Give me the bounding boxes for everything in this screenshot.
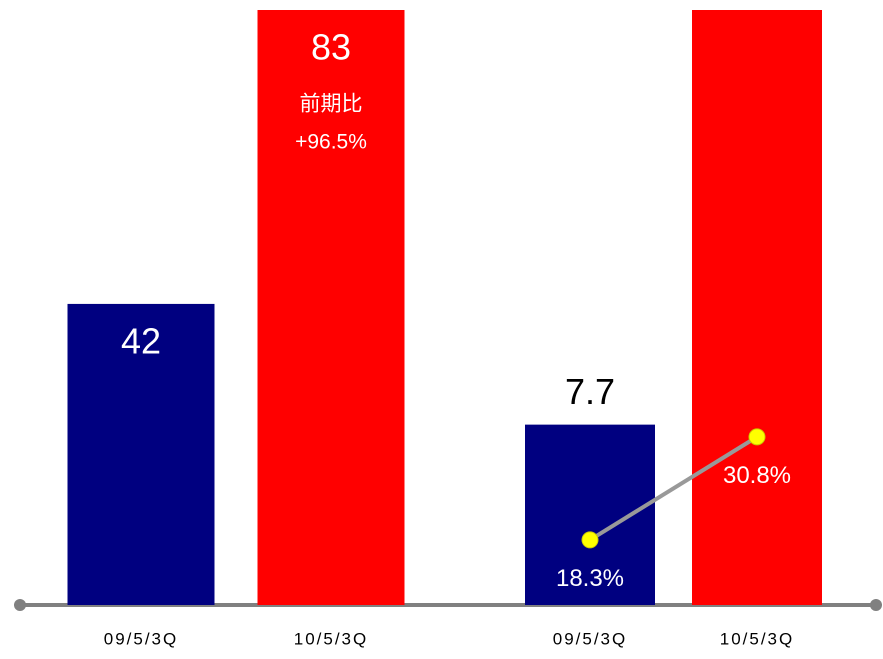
bar [692,10,822,605]
annotation: +96.5% [295,131,367,154]
x-tick-label: 10/5/3Q [294,629,369,648]
line-marker [748,428,766,446]
x-tick-label: 09/5/3Q [553,629,628,648]
annotation: 前期比 [300,93,363,116]
line-value-label: 30.8% [723,462,791,489]
line-value-label: 18.3% [556,565,624,592]
bar [257,10,405,605]
line [588,435,759,542]
x-tick-label: 10/5/3Q [720,629,795,648]
value-label: 7.7 [565,371,615,412]
line-marker [581,531,599,549]
bar [67,303,215,605]
value-label: 83 [311,27,351,68]
x-tick-label: 09/5/3Q [104,629,179,648]
value-label: 42 [121,320,161,361]
baseline-end [14,599,26,611]
baseline-end [870,599,882,611]
